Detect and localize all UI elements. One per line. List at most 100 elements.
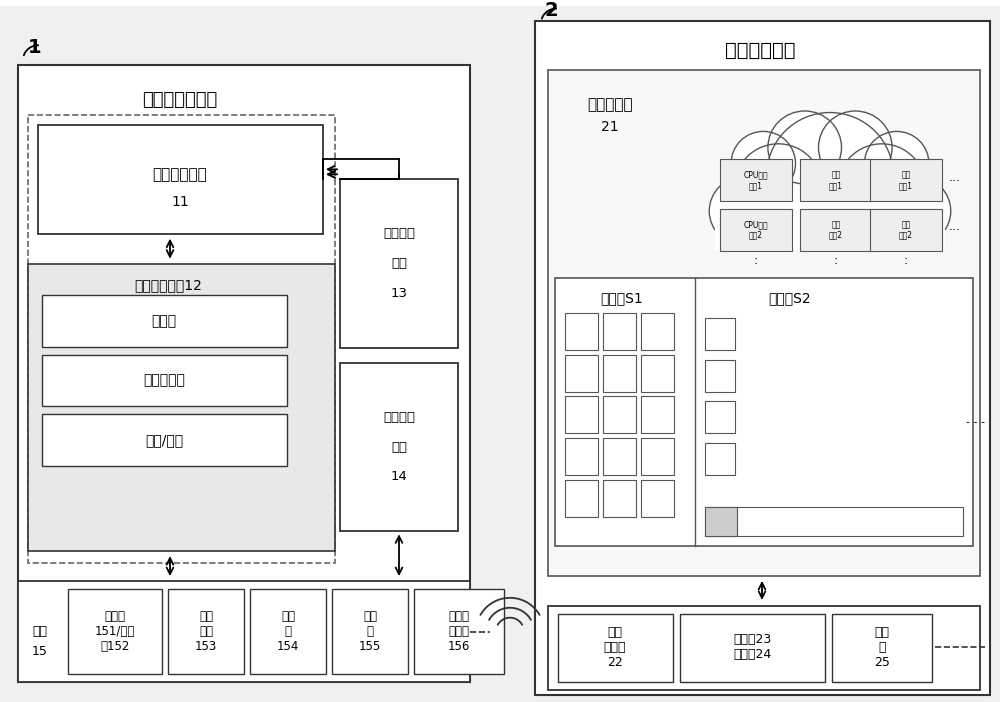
Text: 14: 14 (391, 470, 407, 483)
Bar (548, 606, 980, 690)
Circle shape (818, 111, 892, 184)
Circle shape (882, 177, 951, 245)
Text: :: : (834, 254, 838, 267)
Bar (414, 589, 504, 674)
Text: 内核/驱动: 内核/驱动 (145, 433, 183, 447)
Bar (42, 414, 287, 466)
Bar (42, 355, 287, 406)
Bar (28, 263, 335, 551)
Bar (565, 479, 598, 517)
Bar (603, 438, 636, 475)
Circle shape (838, 144, 925, 230)
Text: 应用层: 应用层 (151, 314, 177, 328)
Bar (603, 479, 636, 517)
Bar (18, 65, 470, 682)
Bar (705, 402, 735, 433)
Bar (715, 199, 945, 250)
Text: 处理器23
调度器24: 处理器23 调度器24 (733, 633, 771, 661)
Text: 云集群架构: 云集群架构 (587, 98, 633, 112)
Text: 1: 1 (28, 38, 42, 57)
Bar (603, 313, 636, 350)
Text: 15: 15 (32, 645, 48, 658)
Text: 云系统S1: 云系统S1 (601, 291, 643, 305)
Text: 内存
资源1: 内存 资源1 (829, 171, 843, 190)
Text: 触摸屏
151/指纹
器152: 触摸屏 151/指纹 器152 (95, 610, 135, 653)
Circle shape (731, 131, 796, 195)
Text: ···: ··· (949, 225, 961, 237)
Text: 模块: 模块 (391, 257, 407, 270)
Text: 云系统S2: 云系统S2 (769, 291, 811, 305)
Bar (565, 438, 598, 475)
Text: 解码
器
154: 解码 器 154 (277, 610, 299, 653)
Bar (38, 125, 323, 234)
Text: 存储
资源1: 存储 资源1 (899, 171, 913, 190)
Bar (705, 360, 735, 392)
Bar (705, 507, 963, 536)
Bar (558, 614, 673, 682)
Text: 13: 13 (390, 287, 408, 300)
Bar (603, 355, 636, 392)
Bar (705, 507, 737, 536)
Text: CPU运算
资源1: CPU运算 资源1 (744, 171, 768, 190)
Bar (641, 438, 674, 475)
Text: - - -: - - - (966, 417, 984, 428)
Circle shape (735, 144, 822, 230)
Text: 高速网
络接口
156: 高速网 络接口 156 (448, 610, 470, 653)
Bar (705, 443, 735, 475)
Text: 存储
器
155: 存储 器 155 (359, 610, 381, 653)
Bar (641, 355, 674, 392)
Bar (641, 479, 674, 517)
Bar (565, 397, 598, 433)
Text: 资源调配: 资源调配 (383, 411, 415, 424)
Bar (870, 209, 942, 251)
Bar (641, 313, 674, 350)
Bar (800, 159, 872, 201)
Text: :: : (754, 254, 758, 267)
Bar (641, 397, 674, 433)
Text: 存储
器
25: 存储 器 25 (874, 626, 890, 669)
Bar (68, 589, 162, 674)
Circle shape (864, 131, 929, 195)
Circle shape (767, 112, 893, 238)
Bar (603, 397, 636, 433)
Bar (870, 159, 942, 201)
Text: 2: 2 (545, 1, 559, 20)
Bar (548, 70, 980, 576)
Bar (535, 20, 990, 695)
Bar (832, 614, 932, 682)
Bar (250, 589, 326, 674)
Bar (332, 589, 408, 674)
Bar (800, 209, 872, 251)
Bar (18, 581, 470, 682)
Circle shape (768, 111, 842, 184)
Text: 11: 11 (171, 195, 189, 209)
Bar (340, 363, 458, 531)
Bar (168, 589, 244, 674)
Text: ···: ··· (949, 175, 961, 187)
Text: 云计算移动终端: 云计算移动终端 (142, 91, 218, 109)
Text: 基础系统架构12: 基础系统架构12 (134, 279, 202, 292)
Text: 21: 21 (601, 119, 619, 133)
Text: 模块: 模块 (391, 441, 407, 453)
Bar (42, 296, 287, 347)
Bar (28, 114, 335, 563)
Text: :: : (904, 254, 908, 267)
Bar (555, 279, 973, 546)
Bar (720, 209, 792, 251)
Text: 内存
资源2: 内存 资源2 (829, 220, 843, 239)
Bar (680, 614, 825, 682)
Text: 微处
理器
153: 微处 理器 153 (195, 610, 217, 653)
Text: 硬件: 硬件 (32, 625, 48, 638)
Circle shape (709, 177, 778, 245)
Text: 云计算服务器: 云计算服务器 (725, 41, 795, 60)
Text: 存储
资源2: 存储 资源2 (899, 220, 913, 239)
Text: 传输管理: 传输管理 (383, 227, 415, 240)
Text: 网络
管理器
22: 网络 管理器 22 (604, 626, 626, 669)
Bar (720, 159, 792, 201)
Text: 云计算服务层: 云计算服务层 (153, 167, 207, 182)
Bar (565, 355, 598, 392)
Bar (565, 313, 598, 350)
Bar (340, 179, 458, 348)
Text: 系统核心库: 系统核心库 (143, 373, 185, 388)
Bar (705, 318, 735, 350)
